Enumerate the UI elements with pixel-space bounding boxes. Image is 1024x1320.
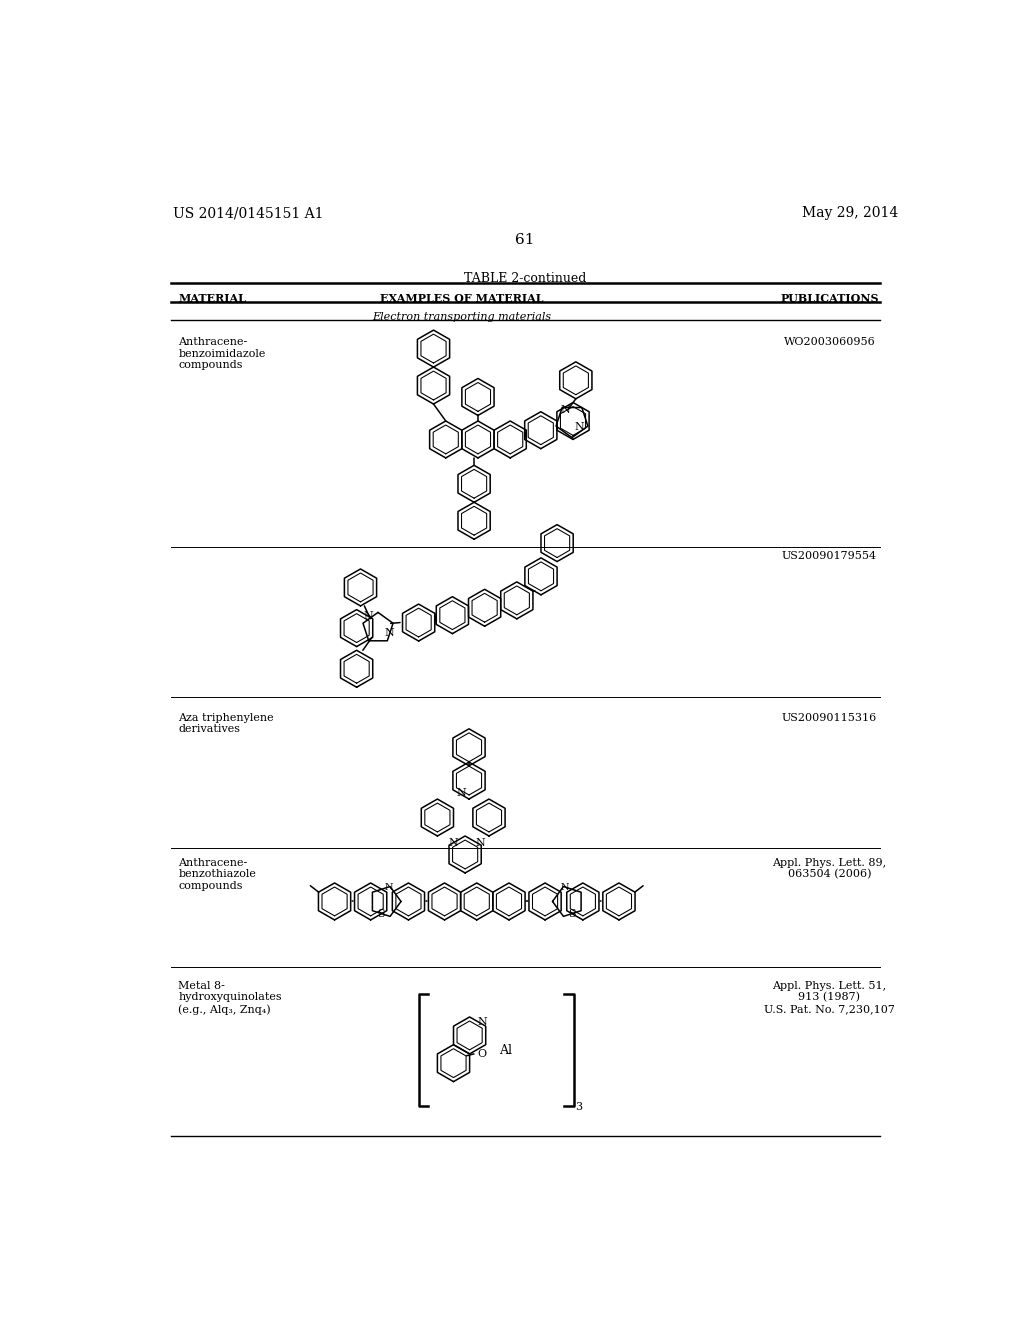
Text: US20090115316: US20090115316 [781,713,877,723]
Text: N: N [561,405,570,416]
Text: N: N [560,883,568,892]
Text: Anthracene-
benzothiazole
compounds: Anthracene- benzothiazole compounds [178,858,256,891]
Text: Al: Al [499,1044,512,1056]
Text: Appl. Phys. Lett. 51,
913 (1987)
U.S. Pat. No. 7,230,107: Appl. Phys. Lett. 51, 913 (1987) U.S. Pa… [764,981,895,1014]
Text: N: N [574,422,585,432]
Text: MATERIAL: MATERIAL [178,293,246,304]
Text: N: N [385,883,393,892]
Text: May 29, 2014: May 29, 2014 [802,206,898,220]
Text: Metal 8-
hydroxyquinolates
(e.g., Alq₃, Znq₄): Metal 8- hydroxyquinolates (e.g., Alq₃, … [178,981,282,1015]
Text: 3: 3 [575,1102,583,1111]
Text: N: N [457,788,466,799]
Text: PUBLICATIONS: PUBLICATIONS [780,293,879,304]
Text: N: N [384,628,394,638]
Text: Aza triphenylene
derivatives: Aza triphenylene derivatives [178,713,274,734]
Text: N: N [364,611,374,620]
Text: Anthracene-
benzoimidazole
compounds: Anthracene- benzoimidazole compounds [178,337,266,370]
Text: EXAMPLES OF MATERIAL: EXAMPLES OF MATERIAL [380,293,543,304]
Text: TABLE 2-continued: TABLE 2-continued [464,272,586,285]
Text: O: O [478,1049,487,1059]
Text: Appl. Phys. Lett. 89,
063504 (2006): Appl. Phys. Lett. 89, 063504 (2006) [772,858,887,879]
Text: US20090179554: US20090179554 [781,552,877,561]
Text: US 2014/0145151 A1: US 2014/0145151 A1 [173,206,324,220]
Text: S: S [378,908,385,919]
Text: N: N [477,1016,486,1027]
Text: Electron transporting materials: Electron transporting materials [372,313,551,322]
Text: N: N [449,838,459,849]
Text: 61: 61 [515,234,535,247]
Text: S: S [568,908,575,919]
Text: WO2003060956: WO2003060956 [783,337,876,347]
Text: N: N [476,838,485,849]
